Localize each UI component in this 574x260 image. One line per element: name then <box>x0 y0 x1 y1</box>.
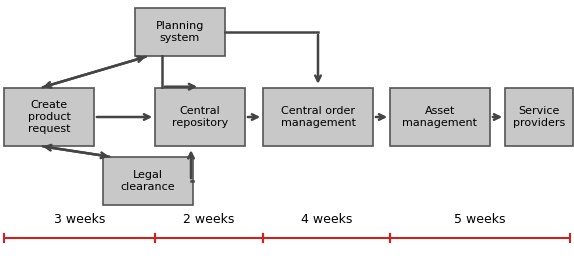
FancyBboxPatch shape <box>263 88 373 146</box>
FancyBboxPatch shape <box>135 8 225 56</box>
Text: Service
providers: Service providers <box>513 106 565 128</box>
Text: Central
repository: Central repository <box>172 106 228 128</box>
Text: 5 weeks: 5 weeks <box>454 213 506 226</box>
FancyBboxPatch shape <box>505 88 573 146</box>
Text: Asset
management: Asset management <box>402 106 478 128</box>
FancyBboxPatch shape <box>4 88 94 146</box>
Text: 3 weeks: 3 weeks <box>54 213 105 226</box>
Text: 4 weeks: 4 weeks <box>301 213 352 226</box>
Text: Planning
system: Planning system <box>156 21 204 43</box>
FancyBboxPatch shape <box>390 88 490 146</box>
Text: Central order
management: Central order management <box>281 106 355 128</box>
Text: Legal
clearance: Legal clearance <box>121 170 175 192</box>
FancyBboxPatch shape <box>103 157 193 205</box>
FancyBboxPatch shape <box>155 88 245 146</box>
Text: Create
product
request: Create product request <box>28 100 71 134</box>
Text: 2 weeks: 2 weeks <box>183 213 235 226</box>
